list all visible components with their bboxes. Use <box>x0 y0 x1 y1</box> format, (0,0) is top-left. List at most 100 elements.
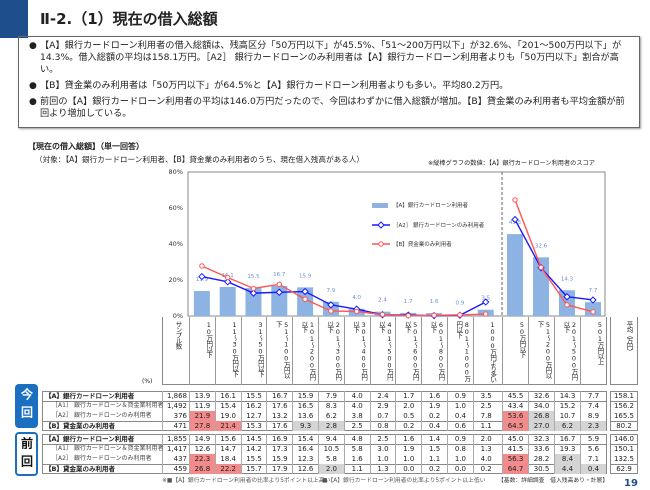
avg-value: 158.1 <box>613 392 635 400</box>
bar-label: 0.9 <box>456 300 465 306</box>
line-marker <box>511 215 519 224</box>
avg-value: 146.0 <box>613 435 635 443</box>
line-marker <box>483 311 489 317</box>
sample-count: 1,417 <box>166 445 187 453</box>
table-cell: 1.0 <box>377 455 389 463</box>
table-cell: 27.0 <box>529 421 554 431</box>
row-divider <box>42 444 607 445</box>
table-cell: 1.3 <box>480 445 492 453</box>
header-frame <box>162 317 607 385</box>
note-high-text: ※■【A】銀行カードローン利用者の比率より5ポイント以上高い <box>162 478 331 484</box>
col-divider <box>162 434 163 474</box>
table-cell: 0.9 <box>454 392 466 400</box>
table-cell: 4.0 <box>480 455 492 463</box>
line-marker <box>327 301 335 309</box>
col-divider <box>292 391 294 431</box>
table-cell: 12.6 <box>194 445 211 453</box>
avg-value: 80.2 <box>616 422 632 430</box>
sample-header: サンプル数 <box>174 321 182 349</box>
section-title: 【現在の借入総額】（単一回答） <box>28 142 144 151</box>
col-divider <box>554 434 555 474</box>
avg-header: 平均（万円） <box>625 321 633 354</box>
badge-current: 今回 <box>15 384 38 428</box>
bar-label: 2.4 <box>378 298 387 304</box>
table-cell: 1.1 <box>429 455 441 463</box>
section-target: （対象：【A】銀行カードローン利用者、【B】貸金業のみ利用者のうち、現在借入残高… <box>35 155 364 164</box>
column-header: 201～300万円以下 <box>325 321 342 380</box>
table-cell: 0.5 <box>403 412 415 420</box>
col-divider <box>343 317 345 385</box>
table-cell: 10.5 <box>323 445 340 453</box>
col-divider <box>189 391 190 431</box>
table-cell: 17.6 <box>271 422 288 430</box>
table-cell: 3.5 <box>480 392 492 400</box>
line-series-2 <box>201 265 486 317</box>
bar-label: 16.7 <box>273 272 286 278</box>
header-accent-block <box>0 0 28 38</box>
col-divider <box>421 391 423 431</box>
row-divider <box>610 464 638 465</box>
bar-label: 45.5 <box>509 220 522 226</box>
table-cell: 1.6 <box>351 455 363 463</box>
table-cell: 1.0 <box>403 455 415 463</box>
table-cell: 10.7 <box>559 412 576 420</box>
legend-label: ［A2］ 銀行カードローンのみ利用者 <box>393 221 485 229</box>
table-cell: 2.9 <box>377 402 389 410</box>
table-cell: 1.9 <box>403 445 415 453</box>
column-header: 51～200万円以下 <box>536 321 552 378</box>
table-cell: 3.8 <box>351 412 363 420</box>
col-divider <box>580 434 581 474</box>
table-cell: 0.7 <box>377 412 389 420</box>
table-cell: 2.4 <box>377 392 389 400</box>
line-marker <box>302 296 308 302</box>
legend-bar-swatch <box>372 203 388 208</box>
badge-previous: 前回 <box>15 432 38 476</box>
col-divider <box>472 434 474 474</box>
row-label: 【A】銀行カードローン利用者 <box>45 435 135 443</box>
y-tick-label: 60% <box>169 204 183 212</box>
col-divider <box>395 434 397 474</box>
table-cell: 0.4 <box>429 422 441 430</box>
table-cell: 2.5 <box>351 422 363 430</box>
table-cell: 14.5 <box>246 435 262 443</box>
line-marker <box>199 263 205 269</box>
table-cell: 53.6 <box>503 411 528 421</box>
table-cell: 12.7 <box>246 412 262 420</box>
summary-box: 【A】銀行カードローン利用者の借入総額は、残高区分「50万円以下」が45.5%、… <box>18 36 640 128</box>
col-divider <box>266 434 268 474</box>
avg-frame <box>610 391 638 431</box>
row-divider <box>42 401 607 402</box>
col-divider <box>369 317 371 385</box>
avg-value: 156.2 <box>613 402 635 410</box>
column-header: 301～400万円以下 <box>351 321 368 380</box>
table-cell: 15.4 <box>297 435 314 443</box>
badge-current-label: 今回 <box>19 388 34 424</box>
table-cell: 0.2 <box>480 465 492 473</box>
col-divider <box>580 317 581 385</box>
table-cell: 17.3 <box>271 445 288 453</box>
column-header: 801～1000万円以下 <box>454 321 471 381</box>
table-cell: 2.0 <box>480 435 492 443</box>
summary-bullet: 前回の【A】銀行カードローン利用者の平均は146.0万円だったので、今回はわずか… <box>29 96 631 120</box>
y-tick-label: 20% <box>169 276 183 284</box>
line-marker <box>512 197 518 203</box>
avg-header-frame <box>610 317 638 385</box>
table-cell: 0.8 <box>377 422 389 430</box>
col-divider <box>214 434 216 474</box>
y-tick-label: 40% <box>169 240 183 248</box>
table-cell: 0.8 <box>454 445 466 453</box>
col-divider <box>472 391 474 431</box>
table-cell: 30.5 <box>533 465 550 473</box>
table-cell: 5.9 <box>587 435 600 443</box>
column-header: 1000万円より多い <box>488 321 497 382</box>
table-cell: 43.4 <box>507 402 524 410</box>
table-cell: 33.6 <box>533 445 550 453</box>
table-cell: 0.2 <box>429 465 441 473</box>
legend-b-marker <box>378 241 384 247</box>
table-cell: 16.9 <box>271 435 288 443</box>
col-divider <box>421 317 423 385</box>
table-cell: 1.7 <box>403 392 415 400</box>
table-cell: 22.2 <box>215 464 241 474</box>
line-marker <box>457 312 463 318</box>
